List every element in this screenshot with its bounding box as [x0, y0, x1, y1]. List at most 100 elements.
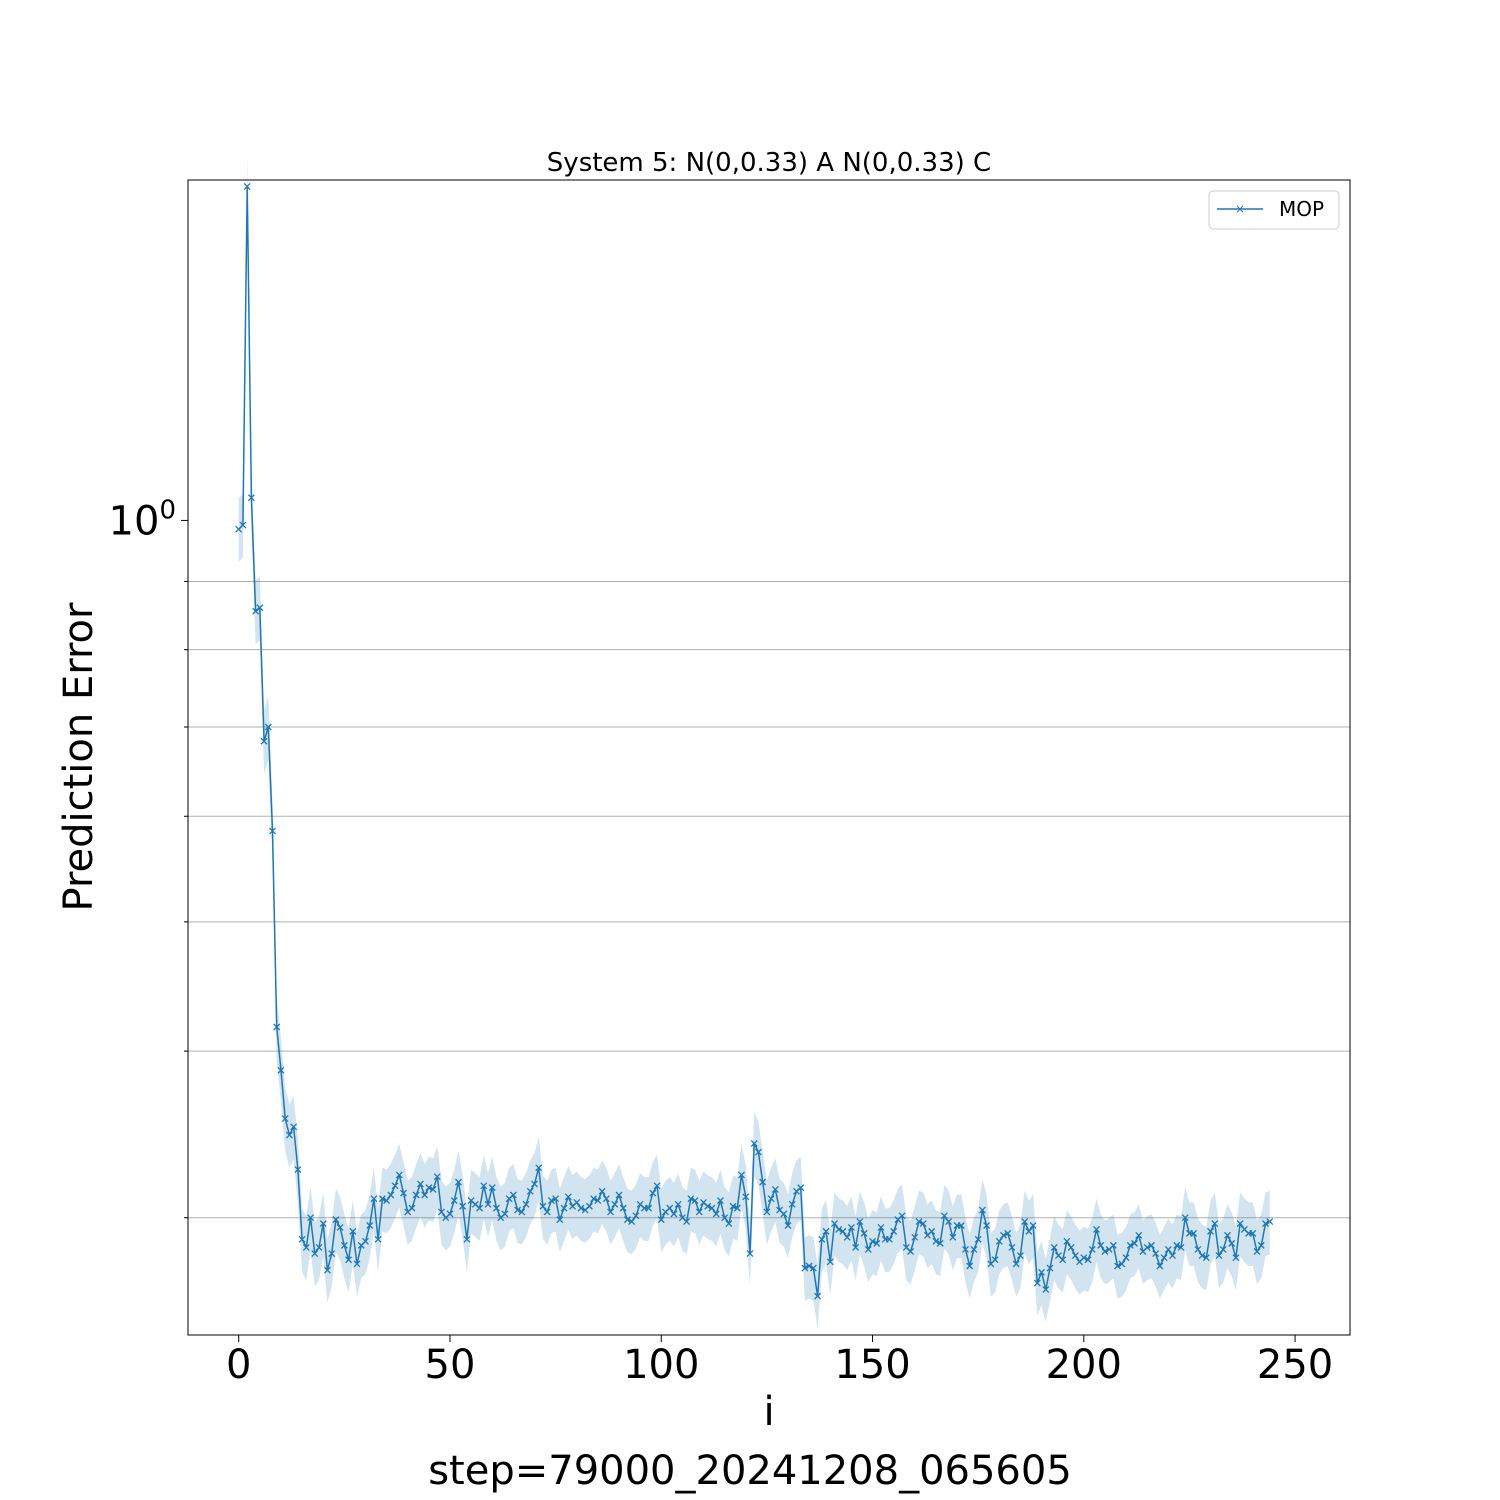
data-point	[742, 1193, 750, 1201]
data-point	[1266, 1218, 1274, 1226]
y-tick-label: 100	[109, 495, 176, 544]
data-point	[480, 1182, 488, 1190]
data-point	[416, 1180, 424, 1188]
data-point	[1236, 1220, 1244, 1227]
data-point	[438, 1208, 445, 1216]
data-point	[788, 1200, 796, 1208]
data-point	[1211, 1220, 1219, 1227]
data-point	[421, 1191, 429, 1199]
data-point	[454, 1178, 462, 1186]
data-point	[907, 1248, 915, 1255]
legend-label-mop: MOP	[1279, 197, 1324, 221]
chart-title: System 5: N(0,0.33) A N(0,0.33) C	[547, 148, 991, 178]
data-point	[1215, 1252, 1223, 1260]
data-point	[328, 1250, 336, 1257]
data-point	[488, 1184, 496, 1192]
data-point	[1249, 1229, 1257, 1237]
data-point	[315, 1243, 323, 1251]
x-tick-label: 100	[623, 1342, 699, 1388]
data-point	[526, 1187, 534, 1195]
data-point	[725, 1220, 733, 1227]
x-tick-label: 50	[425, 1342, 476, 1388]
data-point	[378, 1195, 386, 1203]
data-point	[683, 1218, 691, 1226]
data-point	[1147, 1241, 1155, 1249]
data-point	[1063, 1237, 1071, 1245]
data-point	[285, 1131, 293, 1139]
data-point	[1071, 1252, 1079, 1260]
data-point	[759, 1178, 767, 1186]
legend: × MOP	[1208, 190, 1340, 230]
data-point	[856, 1218, 864, 1226]
data-point	[573, 1199, 581, 1206]
data-point	[932, 1237, 940, 1245]
data-point	[940, 1212, 948, 1220]
data-point	[623, 1216, 631, 1224]
data-point	[801, 1264, 809, 1272]
data-point	[1194, 1245, 1202, 1253]
data-point	[645, 1204, 653, 1212]
data-point	[852, 1243, 860, 1251]
data-point	[1046, 1264, 1054, 1272]
data-point	[826, 1258, 834, 1266]
data-point	[877, 1223, 885, 1231]
data-point	[805, 1262, 813, 1270]
data-point	[784, 1222, 792, 1229]
data-point	[1224, 1231, 1231, 1239]
data-point	[687, 1195, 695, 1203]
data-point	[294, 1166, 302, 1174]
data-point	[1164, 1245, 1172, 1253]
confidence-band	[238, 155, 1270, 1329]
data-point	[611, 1200, 619, 1208]
data-point	[691, 1197, 699, 1205]
data-point	[843, 1233, 851, 1241]
data-point	[298, 1235, 306, 1243]
data-point	[1067, 1243, 1075, 1251]
data-point	[590, 1195, 598, 1203]
data-point	[628, 1218, 636, 1226]
data-point	[598, 1187, 606, 1195]
data-point	[412, 1191, 420, 1199]
data-point	[1198, 1252, 1206, 1260]
data-point	[260, 737, 268, 745]
data-point	[370, 1195, 378, 1203]
data-point	[1131, 1239, 1138, 1247]
data-point	[1000, 1231, 1007, 1239]
data-point	[522, 1200, 530, 1208]
data-markers	[235, 183, 1274, 1300]
data-point	[484, 1200, 492, 1208]
data-point	[290, 1123, 298, 1131]
data-point	[459, 1202, 467, 1210]
data-point	[674, 1200, 682, 1208]
data-point	[1004, 1229, 1012, 1237]
data-point	[847, 1223, 855, 1231]
data-point	[978, 1206, 986, 1214]
x-axis-label: i	[763, 1389, 774, 1435]
data-point	[1114, 1262, 1122, 1270]
data-point	[1152, 1250, 1160, 1257]
data-point	[767, 1195, 775, 1203]
data-point	[340, 1241, 348, 1249]
data-point	[860, 1229, 868, 1237]
data-point	[966, 1262, 974, 1270]
data-point	[649, 1189, 657, 1197]
data-point	[514, 1206, 522, 1214]
data-point	[1181, 1214, 1189, 1222]
data-point	[822, 1227, 830, 1235]
data-point	[556, 1216, 564, 1224]
data-point	[957, 1222, 965, 1229]
data-point	[970, 1245, 978, 1253]
data-point	[657, 1216, 665, 1224]
data-point	[269, 827, 276, 835]
data-point	[543, 1208, 551, 1216]
data-point	[653, 1182, 661, 1190]
data-point	[1093, 1225, 1100, 1233]
data-point	[492, 1204, 500, 1212]
data-point	[1029, 1222, 1037, 1229]
data-point	[1207, 1227, 1215, 1235]
data-point	[1190, 1229, 1198, 1237]
data-point	[433, 1173, 441, 1181]
data-point	[915, 1218, 923, 1226]
data-point	[919, 1220, 927, 1227]
data-point	[311, 1250, 319, 1257]
